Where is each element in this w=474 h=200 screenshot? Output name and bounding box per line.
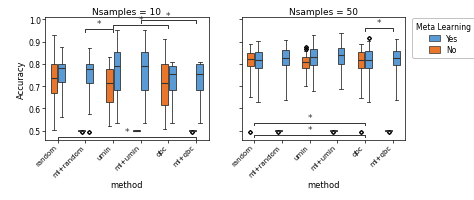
- X-axis label: method: method: [110, 180, 143, 189]
- PathPatch shape: [393, 52, 400, 66]
- PathPatch shape: [141, 52, 148, 90]
- PathPatch shape: [161, 65, 168, 106]
- PathPatch shape: [365, 52, 372, 68]
- PathPatch shape: [86, 65, 92, 83]
- PathPatch shape: [247, 54, 254, 67]
- Text: *: *: [307, 126, 312, 135]
- PathPatch shape: [310, 49, 317, 66]
- Legend: Yes, No: Yes, No: [412, 19, 474, 58]
- Text: *: *: [138, 16, 143, 25]
- PathPatch shape: [337, 48, 345, 65]
- PathPatch shape: [58, 65, 65, 82]
- Title: Nsamples = 10: Nsamples = 10: [92, 8, 162, 17]
- Text: *: *: [97, 20, 101, 29]
- PathPatch shape: [169, 67, 175, 90]
- Text: *: *: [125, 127, 129, 136]
- Text: *: *: [376, 19, 381, 28]
- Title: Nsamples = 50: Nsamples = 50: [289, 8, 358, 17]
- PathPatch shape: [255, 53, 262, 68]
- PathPatch shape: [385, 131, 392, 132]
- Text: *: *: [307, 114, 312, 122]
- PathPatch shape: [196, 65, 203, 90]
- X-axis label: method: method: [307, 180, 340, 189]
- PathPatch shape: [283, 51, 289, 66]
- Text: *: *: [166, 11, 171, 20]
- PathPatch shape: [330, 131, 337, 132]
- PathPatch shape: [51, 65, 57, 93]
- PathPatch shape: [134, 131, 140, 132]
- PathPatch shape: [106, 70, 113, 102]
- PathPatch shape: [78, 131, 85, 132]
- PathPatch shape: [358, 53, 365, 68]
- PathPatch shape: [113, 52, 120, 90]
- PathPatch shape: [189, 131, 196, 132]
- Y-axis label: Accuracy: Accuracy: [17, 60, 26, 98]
- PathPatch shape: [302, 57, 309, 68]
- PathPatch shape: [275, 131, 282, 132]
